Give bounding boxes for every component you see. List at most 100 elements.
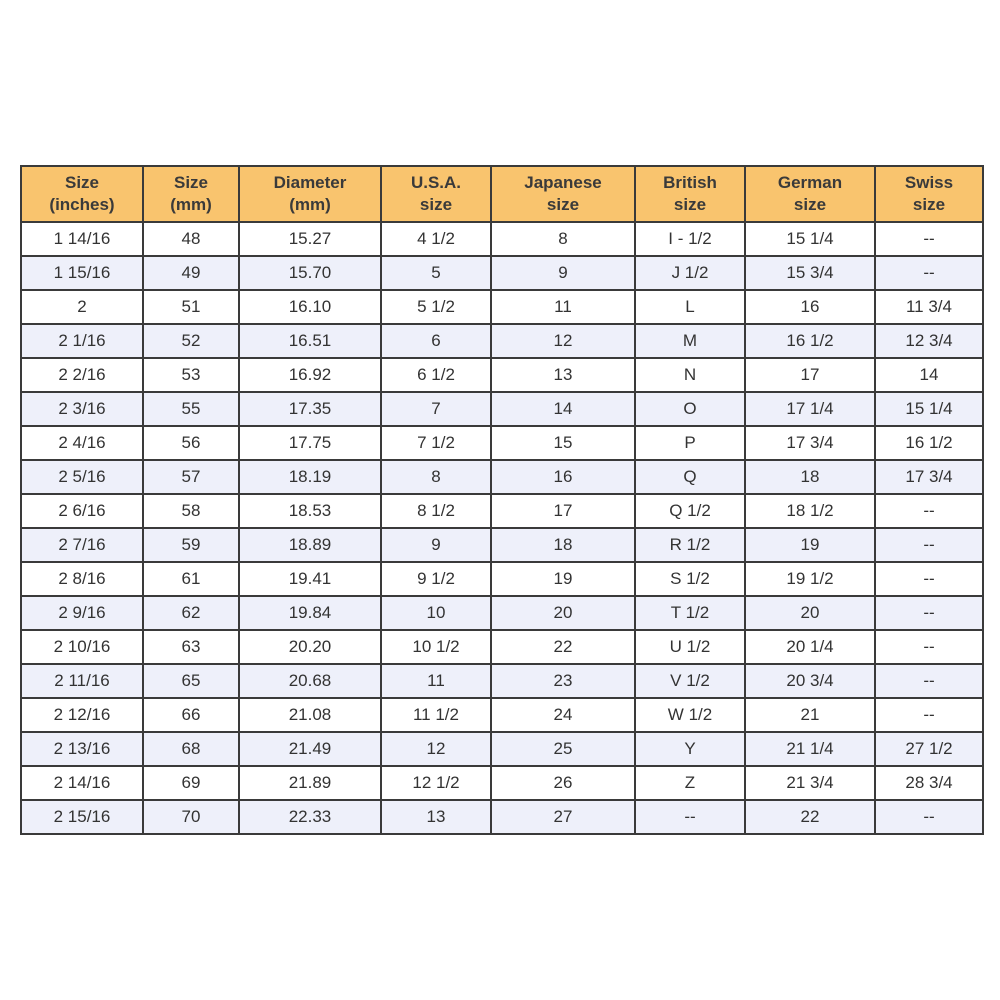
cell-size-mm: 69: [142, 765, 240, 801]
cell-diameter-mm: 15.70: [238, 255, 382, 291]
cell-size-inches: 2 7/16: [20, 527, 144, 563]
table-row: 2 11/16 65 20.68 11 23 V 1/2 20 3/4 --: [20, 663, 984, 699]
cell-german-size: 15 1/4: [744, 221, 876, 257]
cell-diameter-mm: 22.33: [238, 799, 382, 835]
cell-british-size: P: [634, 425, 746, 461]
table-row: 2 3/16 55 17.35 7 14 O 17 1/4 15 1/4: [20, 391, 984, 427]
cell-size-mm: 66: [142, 697, 240, 733]
cell-british-size: M: [634, 323, 746, 359]
cell-usa-size: 6: [380, 323, 492, 359]
cell-diameter-mm: 15.27: [238, 221, 382, 257]
cell-swiss-size: --: [874, 561, 984, 597]
cell-size-inches: 2: [20, 289, 144, 325]
cell-usa-size: 5 1/2: [380, 289, 492, 325]
table-row: 2 4/16 56 17.75 7 1/2 15 P 17 3/4 16 1/2: [20, 425, 984, 461]
cell-swiss-size: --: [874, 799, 984, 835]
cell-japanese-size: 23: [490, 663, 636, 699]
cell-japanese-size: 8: [490, 221, 636, 257]
table-row: 2 1/16 52 16.51 6 12 M 16 1/2 12 3/4: [20, 323, 984, 359]
cell-size-mm: 53: [142, 357, 240, 393]
cell-swiss-size: --: [874, 663, 984, 699]
cell-british-size: T 1/2: [634, 595, 746, 631]
table-row: 2 14/16 69 21.89 12 1/2 26 Z 21 3/4 28 3/4: [20, 765, 984, 801]
cell-diameter-mm: 21.08: [238, 697, 382, 733]
cell-size-inches: 1 15/16: [20, 255, 144, 291]
cell-british-size: Z: [634, 765, 746, 801]
table-row: 2 2/16 53 16.92 6 1/2 13 N 17 14: [20, 357, 984, 393]
cell-diameter-mm: 20.20: [238, 629, 382, 665]
cell-german-size: 18: [744, 459, 876, 495]
cell-size-inches: 2 9/16: [20, 595, 144, 631]
cell-british-size: --: [634, 799, 746, 835]
cell-japanese-size: 14: [490, 391, 636, 427]
cell-diameter-mm: 19.41: [238, 561, 382, 597]
cell-british-size: N: [634, 357, 746, 393]
cell-german-size: 16: [744, 289, 876, 325]
cell-size-inches: 2 5/16: [20, 459, 144, 495]
cell-japanese-size: 15: [490, 425, 636, 461]
cell-size-mm: 56: [142, 425, 240, 461]
cell-size-mm: 55: [142, 391, 240, 427]
cell-usa-size: 4 1/2: [380, 221, 492, 257]
cell-british-size: O: [634, 391, 746, 427]
cell-size-inches: 2 1/16: [20, 323, 144, 359]
table-row: 2 51 16.10 5 1/2 11 L 16 11 3/4: [20, 289, 984, 325]
cell-japanese-size: 27: [490, 799, 636, 835]
cell-diameter-mm: 17.35: [238, 391, 382, 427]
table-row: 1 14/16 48 15.27 4 1/2 8 I - 1/2 15 1/4 --: [20, 221, 984, 257]
cell-german-size: 22: [744, 799, 876, 835]
column-header-size-mm: Size (mm): [142, 165, 240, 223]
cell-japanese-size: 18: [490, 527, 636, 563]
cell-usa-size: 6 1/2: [380, 357, 492, 393]
cell-usa-size: 7: [380, 391, 492, 427]
cell-german-size: 17: [744, 357, 876, 393]
cell-swiss-size: --: [874, 493, 984, 529]
cell-size-mm: 70: [142, 799, 240, 835]
cell-swiss-size: 12 3/4: [874, 323, 984, 359]
cell-swiss-size: 11 3/4: [874, 289, 984, 325]
table-row: 2 8/16 61 19.41 9 1/2 19 S 1/2 19 1/2 --: [20, 561, 984, 597]
cell-swiss-size: --: [874, 527, 984, 563]
cell-size-mm: 48: [142, 221, 240, 257]
column-header-size-inches: Size (inches): [20, 165, 144, 223]
cell-british-size: V 1/2: [634, 663, 746, 699]
cell-size-inches: 2 13/16: [20, 731, 144, 767]
header-row: Size (inches) Size (mm) Diameter (mm) U.S.A…: [20, 165, 984, 223]
cell-japanese-size: 9: [490, 255, 636, 291]
cell-german-size: 16 1/2: [744, 323, 876, 359]
cell-usa-size: 13: [380, 799, 492, 835]
cell-size-mm: 58: [142, 493, 240, 529]
column-header-german-size: German size: [744, 165, 876, 223]
cell-german-size: 17 1/4: [744, 391, 876, 427]
cell-british-size: U 1/2: [634, 629, 746, 665]
cell-german-size: 20: [744, 595, 876, 631]
cell-size-inches: 2 14/16: [20, 765, 144, 801]
cell-size-inches: 2 6/16: [20, 493, 144, 529]
cell-usa-size: 8: [380, 459, 492, 495]
cell-usa-size: 11: [380, 663, 492, 699]
cell-swiss-size: 16 1/2: [874, 425, 984, 461]
cell-size-mm: 59: [142, 527, 240, 563]
cell-german-size: 20 3/4: [744, 663, 876, 699]
table-row: 2 7/16 59 18.89 9 18 R 1/2 19 --: [20, 527, 984, 563]
cell-british-size: Q 1/2: [634, 493, 746, 529]
cell-diameter-mm: 21.49: [238, 731, 382, 767]
cell-size-mm: 52: [142, 323, 240, 359]
cell-british-size: Y: [634, 731, 746, 767]
column-header-japanese-size: Japanese size: [490, 165, 636, 223]
cell-usa-size: 9: [380, 527, 492, 563]
cell-japanese-size: 17: [490, 493, 636, 529]
table-body: 1 14/16 48 15.27 4 1/2 8 I - 1/2 15 1/4 -- 1 15/…: [20, 221, 984, 835]
cell-diameter-mm: 18.53: [238, 493, 382, 529]
cell-swiss-size: --: [874, 221, 984, 257]
cell-japanese-size: 22: [490, 629, 636, 665]
cell-japanese-size: 13: [490, 357, 636, 393]
cell-diameter-mm: 17.75: [238, 425, 382, 461]
cell-german-size: 21: [744, 697, 876, 733]
cell-japanese-size: 24: [490, 697, 636, 733]
cell-size-inches: 2 11/16: [20, 663, 144, 699]
table-row: 2 13/16 68 21.49 12 25 Y 21 1/4 27 1/2: [20, 731, 984, 767]
cell-diameter-mm: 21.89: [238, 765, 382, 801]
table-row: 2 12/16 66 21.08 11 1/2 24 W 1/2 21 --: [20, 697, 984, 733]
cell-swiss-size: --: [874, 629, 984, 665]
